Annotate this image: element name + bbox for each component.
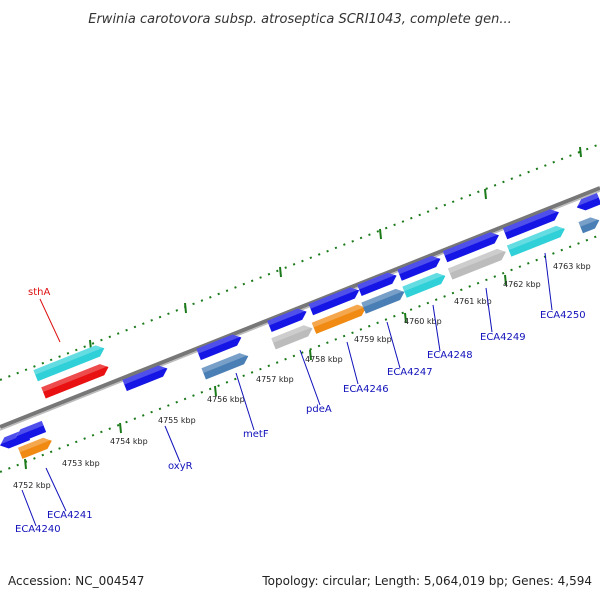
leader-line bbox=[432, 304, 441, 352]
accession-text: Accession: NC_004547 bbox=[8, 574, 144, 588]
gene-arrow[interactable] bbox=[196, 332, 243, 361]
gene-arrow[interactable] bbox=[122, 363, 169, 392]
leader-line bbox=[544, 252, 553, 311]
gene-arrow-metF[interactable] bbox=[201, 351, 250, 380]
leader-line bbox=[39, 298, 61, 343]
major-tick bbox=[504, 274, 507, 286]
gene-label-ECA4248[interactable]: ECA4248 bbox=[427, 350, 473, 361]
kbp-label: 4754 kbp bbox=[110, 437, 148, 446]
gene-arrow-ECA4247[interactable] bbox=[361, 286, 406, 314]
major-tick bbox=[579, 146, 582, 158]
gene-arrow-ECA4250[interactable] bbox=[506, 223, 567, 257]
gene-arrow-sthA[interactable] bbox=[41, 361, 110, 399]
gene-arrow-ECA4246[interactable] bbox=[311, 302, 368, 334]
major-tick bbox=[214, 385, 217, 397]
gene-label-ECA4240[interactable]: ECA4240 bbox=[15, 524, 61, 535]
gene-label-ECA4250[interactable]: ECA4250 bbox=[540, 310, 586, 321]
genome-stats-text: Topology: circular; Length: 5,064,019 bp… bbox=[261, 574, 592, 588]
kbp-label: 4753 kbp bbox=[62, 459, 100, 468]
leader-line bbox=[386, 321, 401, 369]
gene-arrow-pdeA[interactable] bbox=[271, 323, 314, 350]
leader-line bbox=[235, 372, 255, 431]
leader-line bbox=[346, 341, 359, 385]
gene-label-sthA[interactable]: sthA bbox=[28, 287, 50, 298]
gene-labels: sthA ECA4240 ECA4241 oxyR metF pdeA ECA4246 ECA… bbox=[15, 287, 586, 535]
leader-line bbox=[164, 425, 181, 463]
gene-arrow-ECA4241[interactable] bbox=[17, 435, 54, 459]
gene-arrow-ECA4249[interactable] bbox=[447, 246, 508, 280]
major-tick bbox=[279, 266, 282, 278]
map-title: Erwinia carotovora subsp. atroseptica SC… bbox=[88, 12, 511, 27]
kbp-label: 4752 kbp bbox=[13, 481, 51, 490]
gene-label-ECA4241[interactable]: ECA4241 bbox=[47, 510, 93, 521]
gene-label-ECA4249[interactable]: ECA4249 bbox=[480, 332, 526, 343]
kbp-label: 4760 kbp bbox=[404, 317, 442, 326]
major-tick bbox=[379, 228, 382, 240]
gene-arrow[interactable] bbox=[442, 230, 501, 263]
genome-backbone bbox=[0, 186, 600, 431]
kbp-label: 4762 kbp bbox=[503, 280, 541, 289]
gene-arrow[interactable] bbox=[578, 215, 600, 234]
gene-arrow-sthA-upper[interactable] bbox=[33, 343, 106, 382]
gene-arrow[interactable] bbox=[502, 207, 561, 240]
gene-arrow[interactable] bbox=[308, 285, 362, 316]
kbp-scale: 4752 kbp 4753 kbp 4754 kbp 4755 kbp 4756 kbp… bbox=[13, 262, 591, 490]
outer-tick-ring bbox=[0, 143, 600, 381]
leader-line bbox=[21, 489, 37, 527]
kbp-label: 4763 kbp bbox=[553, 262, 591, 271]
inner-tick-ring bbox=[0, 234, 600, 473]
major-tick bbox=[404, 312, 407, 324]
kbp-label: 4761 kbp bbox=[454, 297, 492, 306]
gene-arrow-ECA4248[interactable] bbox=[402, 270, 447, 298]
gene-leader-lines bbox=[21, 252, 553, 527]
gene-arrow[interactable] bbox=[397, 253, 442, 281]
gene-arrow[interactable] bbox=[357, 270, 399, 296]
gene-label-ECA4246[interactable]: ECA4246 bbox=[343, 384, 389, 395]
gene-label-ECA4247[interactable]: ECA4247 bbox=[387, 367, 433, 378]
gene-arrow[interactable] bbox=[14, 420, 47, 443]
leader-line bbox=[299, 349, 321, 406]
leader-line bbox=[485, 287, 493, 333]
gene-track bbox=[0, 192, 600, 459]
major-tick bbox=[184, 302, 187, 314]
major-tick bbox=[484, 188, 487, 200]
leader-line bbox=[45, 467, 67, 512]
gene-label-oxyR[interactable]: oxyR bbox=[168, 461, 193, 472]
kbp-label: 4755 kbp bbox=[158, 416, 196, 425]
gene-arrow[interactable] bbox=[575, 192, 600, 213]
major-tick bbox=[309, 349, 312, 361]
gene-arrow[interactable] bbox=[267, 306, 309, 332]
kbp-label: 4756 kbp bbox=[207, 395, 245, 404]
gene-label-pdeA[interactable]: pdeA bbox=[306, 404, 332, 415]
major-tick bbox=[24, 458, 27, 470]
gene-label-metF[interactable]: metF bbox=[243, 429, 269, 440]
kbp-label: 4758 kbp bbox=[305, 355, 343, 364]
major-tick bbox=[119, 422, 122, 434]
kbp-label: 4759 kbp bbox=[354, 335, 392, 344]
kbp-label: 4757 kbp bbox=[256, 375, 294, 384]
